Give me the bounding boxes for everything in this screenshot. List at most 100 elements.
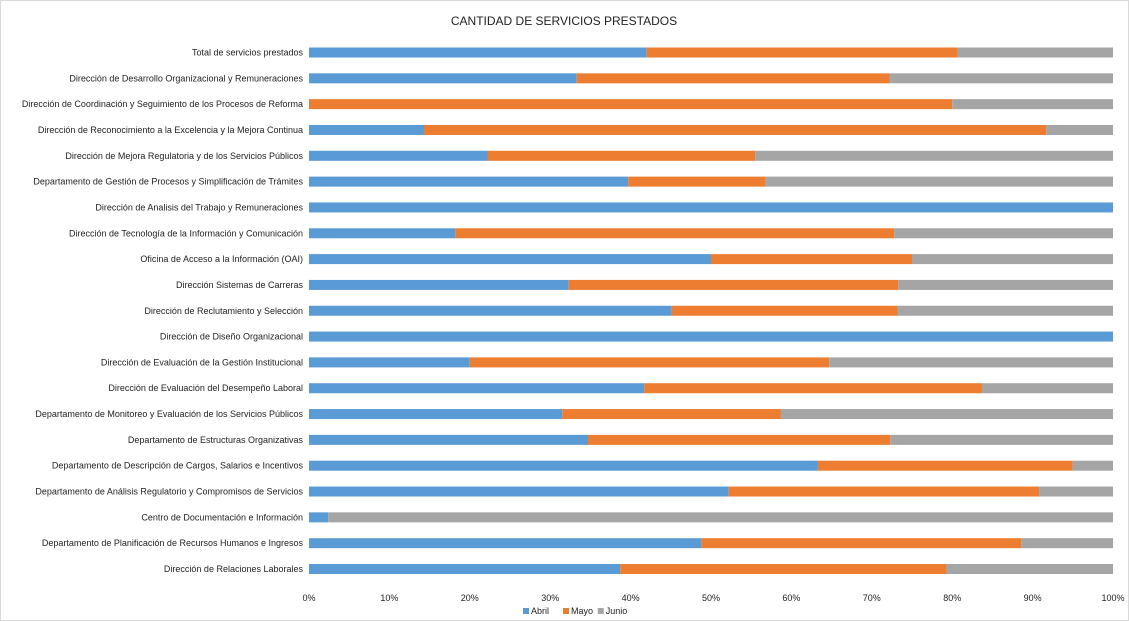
bar-segment-mayo xyxy=(646,47,958,58)
bar-segment-mayo xyxy=(487,150,756,161)
bar-segment-junio xyxy=(765,176,1113,187)
x-tick-label: 70% xyxy=(863,593,881,603)
legend-swatch-mayo xyxy=(563,608,569,614)
chart-title: CANTIDAD DE SERVICIOS PRESTADOS xyxy=(451,14,677,28)
bar-segment-mayo xyxy=(628,176,766,187)
bar-segment-junio xyxy=(328,512,1113,523)
bar-segment-junio xyxy=(1021,538,1113,549)
legend-swatch-abril xyxy=(523,608,529,614)
bar-segment-junio xyxy=(889,73,1113,84)
bar-segment-abril xyxy=(309,228,456,239)
bar-segment-mayo xyxy=(620,564,947,574)
bar-segment-mayo xyxy=(309,99,953,110)
category-label: Dirección de Mejora Regulatoria y de los… xyxy=(65,151,303,161)
x-axis-ticks: 0% 10% 20% 30% 40% 50% 60% 70% 80% 90% 100% xyxy=(302,593,1124,603)
legend-label-junio: Junio xyxy=(606,606,628,616)
bar-segment-abril xyxy=(309,124,424,135)
x-tick-label: 30% xyxy=(541,593,559,603)
legend-swatch-junio xyxy=(597,608,604,614)
category-label: Departamento de Monitoreo y Evaluación d… xyxy=(35,409,303,419)
category-label: Oficina de Acceso a la Información (OAI) xyxy=(140,254,303,264)
category-label: Dirección de Diseño Organizacional xyxy=(160,332,303,342)
bar-segment-mayo xyxy=(817,460,1073,471)
bar-segment-junio xyxy=(898,279,1113,290)
category-label: Dirección de Desarrollo Organizacional y… xyxy=(69,73,303,83)
bar-segment-junio xyxy=(1072,460,1113,471)
category-label: Dirección de Coordinación y Seguimiento … xyxy=(22,99,303,109)
bar-segment-abril xyxy=(309,383,645,394)
bar-segment-junio xyxy=(890,434,1113,445)
bar-segment-abril xyxy=(309,357,470,368)
bar-segment-junio xyxy=(755,150,1113,161)
x-tick-label: 0% xyxy=(302,593,315,603)
bar-segment-junio xyxy=(1046,124,1113,135)
bar-segment-abril xyxy=(309,254,711,265)
category-label: Centro de Documentación e Información xyxy=(141,512,303,522)
category-label: Dirección de Relaciones Laborales xyxy=(164,564,304,574)
bar-segment-mayo xyxy=(644,383,982,394)
bar-segment-abril xyxy=(309,409,563,420)
x-tick-label: 100% xyxy=(1101,593,1124,603)
x-tick-label: 90% xyxy=(1024,593,1042,603)
category-labels: Total de servicios prestados Dirección de… xyxy=(22,48,304,575)
category-label: Departamento de Descripción de Cargos, S… xyxy=(52,461,304,471)
bar-segment-junio xyxy=(780,409,1113,420)
bar-segment-mayo xyxy=(728,486,1040,497)
bar-segment-mayo xyxy=(423,124,1047,135)
category-label: Departamento de Análisis Regulatorio y C… xyxy=(35,487,303,497)
bar-segment-mayo xyxy=(711,254,912,265)
bar-segment-abril xyxy=(309,564,621,574)
bar-segment-abril xyxy=(309,47,647,58)
bar-segment-junio xyxy=(981,383,1113,394)
bar-segment-abril xyxy=(309,202,1113,213)
legend: Abril Mayo Junio xyxy=(523,606,627,616)
bar-segment-abril xyxy=(309,150,488,161)
bar-segment-mayo xyxy=(455,228,895,239)
bar-segment-mayo xyxy=(568,279,899,290)
bar-segment-junio xyxy=(894,228,1113,239)
category-label: Dirección de Analisis del Trabajo y Remu… xyxy=(95,202,303,212)
legend-label-abril: Abril xyxy=(531,606,549,616)
x-tick-label: 50% xyxy=(702,593,720,603)
bar-segment-abril xyxy=(309,512,329,523)
bar-segment-mayo xyxy=(587,434,891,445)
bar-segment-junio xyxy=(912,254,1113,265)
category-label: Dirección de Evaluación de la Gestión In… xyxy=(101,357,303,367)
bar-segment-abril xyxy=(309,305,672,316)
bar-segment-abril xyxy=(309,279,569,290)
category-label: Dirección de Reconocimiento a la Excelen… xyxy=(38,125,303,135)
x-tick-label: 20% xyxy=(461,593,479,603)
category-label: Total de servicios prestados xyxy=(192,48,304,58)
category-label: Departamento de Estructuras Organizativa… xyxy=(128,435,304,445)
category-label: Dirección Sistemas de Carreras xyxy=(176,280,304,290)
bar-segment-abril xyxy=(309,486,729,497)
bar-segment-abril xyxy=(309,331,1113,342)
bar-segment-mayo xyxy=(701,538,1022,549)
bar-segment-abril xyxy=(309,73,577,84)
bar-segment-mayo xyxy=(671,305,898,316)
bar-segment-mayo xyxy=(576,73,890,84)
bar-segment-abril xyxy=(309,176,629,187)
bar-segment-mayo xyxy=(562,409,781,420)
category-label: Dirección de Reclutamiento y Selección xyxy=(144,306,303,316)
bar-segment-abril xyxy=(309,460,818,471)
bars xyxy=(309,47,1113,574)
legend-label-mayo: Mayo xyxy=(571,606,593,616)
x-tick-label: 80% xyxy=(943,593,961,603)
bar-segment-abril xyxy=(309,434,588,445)
bar-segment-junio xyxy=(897,305,1113,316)
bar-segment-junio xyxy=(829,357,1113,368)
category-label: Departamento de Planificación de Recurso… xyxy=(42,538,304,548)
bar-segment-mayo xyxy=(469,357,830,368)
category-label: Dirección de Tecnología de la Informació… xyxy=(69,228,303,238)
x-tick-label: 10% xyxy=(380,593,398,603)
category-label: Dirección de Evaluación del Desempeño La… xyxy=(108,383,303,393)
category-label: Departamento de Gestión de Procesos y Si… xyxy=(33,177,303,187)
bar-segment-junio xyxy=(1039,486,1113,497)
bar-segment-junio xyxy=(952,99,1113,110)
bar-segment-abril xyxy=(309,538,702,549)
x-tick-label: 40% xyxy=(622,593,640,603)
bar-segment-junio xyxy=(946,564,1113,574)
